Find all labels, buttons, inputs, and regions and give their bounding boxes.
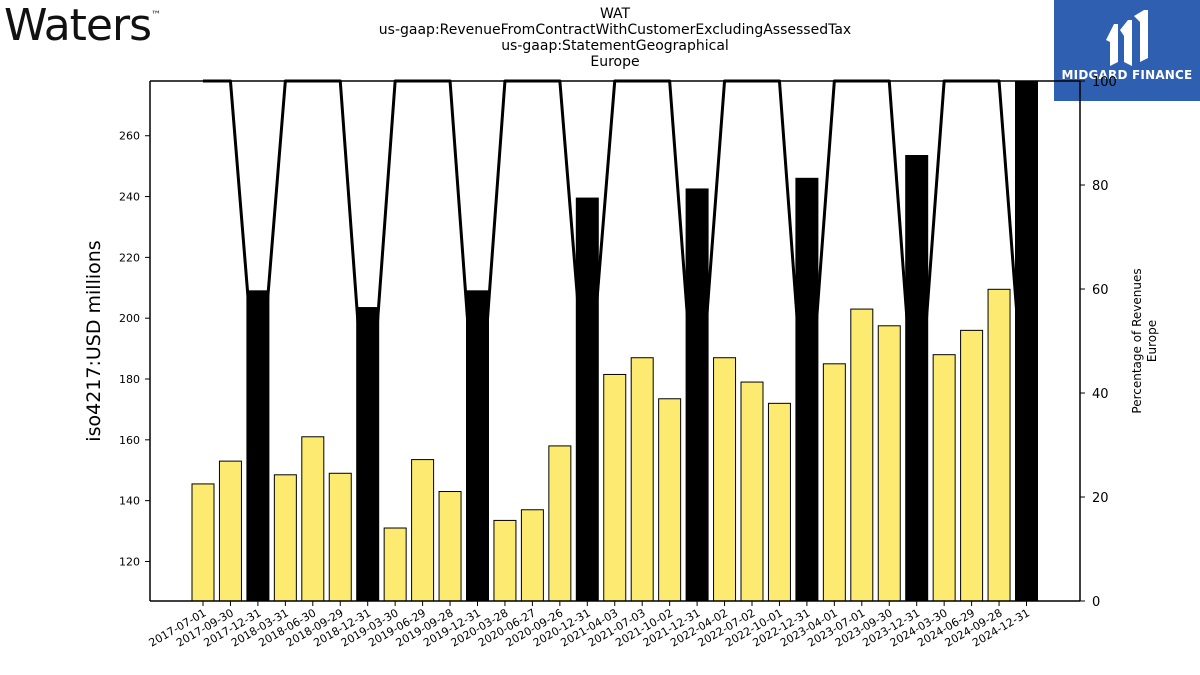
bar-2023-04-01 — [822, 363, 846, 601]
bar-2017-09-30 — [218, 460, 242, 601]
bar-2022-04-02 — [713, 357, 737, 601]
y-axis-label: iso4217:USD millions — [83, 240, 105, 441]
bar-2024-03-30 — [932, 354, 956, 601]
bar-2019-09-28 — [438, 491, 462, 601]
bar-2021-12-31 — [685, 188, 709, 601]
y2-tick-label-100: 100 — [1092, 75, 1117, 90]
brand-name: MIDGARD FINANCE — [1061, 68, 1193, 82]
y2-tick-label-80: 80 — [1092, 179, 1109, 194]
y-tick-label-160: 160 — [119, 434, 140, 447]
bar-2019-06-29 — [411, 459, 435, 601]
y-tick-label-200: 200 — [119, 312, 140, 325]
bar-2020-06-27 — [520, 509, 544, 601]
bar-2023-09-30 — [877, 325, 901, 601]
bar-2018-09-29 — [328, 472, 352, 601]
bar-2024-06-29 — [960, 329, 984, 601]
bar-2021-04-03 — [603, 373, 627, 601]
chart-title-block: WAT us-gaap:RevenueFromContractWithCusto… — [365, 6, 865, 70]
midgard-finance-logo: MIDGARD FINANCE — [1054, 0, 1200, 101]
bar-group — [191, 81, 1038, 601]
chart-title-concept: us-gaap:RevenueFromContractWithCustomerE… — [378, 22, 852, 38]
bar-2024-09-28 — [987, 288, 1011, 601]
chart-title-member: Europe — [590, 54, 640, 70]
bar-2024-12-31 — [1015, 81, 1038, 601]
bar-2021-07-03 — [630, 357, 654, 601]
bar-2023-12-31 — [905, 155, 929, 601]
bar-2023-07-01 — [850, 308, 874, 601]
bar-2022-12-31 — [795, 177, 819, 601]
bar-2018-06-30 — [301, 436, 325, 601]
waters-logo-text: Waters — [4, 0, 152, 51]
midgard-logo-mark-icon — [1106, 10, 1148, 66]
bar-2021-10-02 — [658, 398, 682, 601]
bar-2022-07-02 — [740, 381, 764, 601]
y2-tick-label-20: 20 — [1092, 491, 1109, 506]
chart-title-axis: us-gaap:StatementGeographical — [501, 38, 729, 54]
y2-axis-label-line-1: Percentage of Revenues — [1130, 268, 1144, 413]
y-tick-label-180: 180 — [119, 373, 140, 386]
y-tick-label-140: 140 — [119, 495, 140, 508]
y-tick-label-240: 240 — [119, 191, 140, 204]
bar-2020-09-26 — [548, 445, 572, 601]
y2-tick-label-0: 0 — [1092, 595, 1100, 610]
y-tick-label-220: 220 — [119, 251, 140, 264]
y-tick-label-260: 260 — [119, 130, 140, 143]
y-tick-label-120: 120 — [119, 555, 140, 568]
y2-tick-label-60: 60 — [1092, 283, 1109, 298]
bar-2019-03-30 — [383, 527, 407, 601]
bar-2017-07-01 — [191, 483, 215, 601]
waters-logo-tm: ™ — [151, 10, 161, 22]
bar-2020-03-28 — [493, 519, 517, 601]
bar-2020-12-31 — [575, 197, 599, 601]
chart-title-ticker: WAT — [599, 6, 631, 22]
bar-2022-10-01 — [767, 402, 791, 601]
waters-logo: Waters™ — [4, 0, 161, 51]
y2-axis-label-line-2: Europe — [1145, 320, 1159, 362]
y2-tick-label-40: 40 — [1092, 387, 1109, 402]
bar-2018-03-31 — [273, 474, 297, 601]
